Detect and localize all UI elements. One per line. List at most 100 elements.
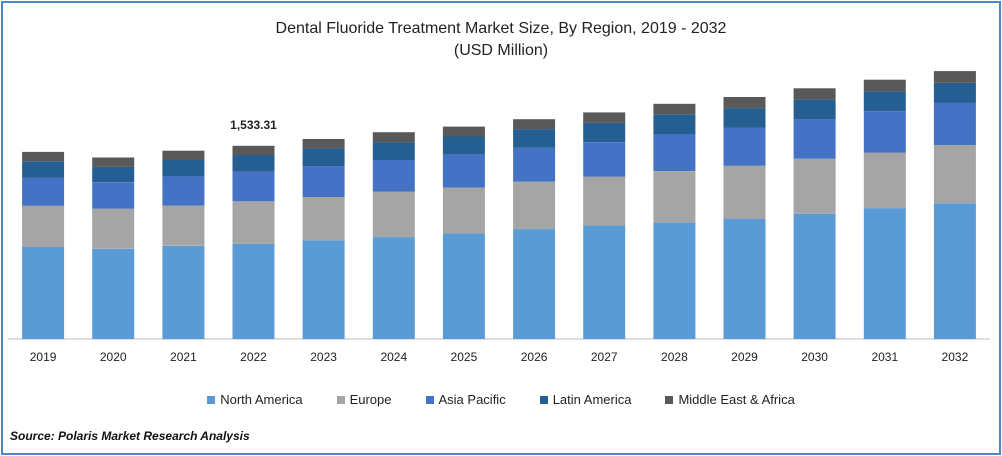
bar-segment-2031-middle-east-africa — [863, 79, 906, 92]
chart-legend: North America Europe Asia Pacific Latin Ame… — [0, 392, 1002, 407]
bar-segment-2021-latin-america — [162, 160, 205, 177]
source-note: Source: Polaris Market Research Analysis — [10, 429, 250, 443]
bar-segment-2028-north-america — [653, 222, 696, 339]
bar-segment-2027-middle-east-africa — [583, 112, 626, 123]
bar-segment-2021-europe — [162, 205, 205, 246]
bar-segment-2031-asia-pacific — [863, 111, 906, 153]
bar-segment-2024-middle-east-africa — [372, 132, 415, 143]
bar-segment-2031-europe — [863, 152, 906, 209]
bar-segment-2030-middle-east-africa — [793, 88, 836, 100]
bar-segment-2022-north-america — [232, 243, 275, 339]
x-tick-label-2032: 2032 — [942, 350, 969, 364]
bar-segment-2019-middle-east-africa — [22, 151, 65, 162]
x-tick-label-2026: 2026 — [521, 350, 548, 364]
legend-swatch — [336, 395, 345, 404]
bar-segment-2027-asia-pacific — [583, 142, 626, 177]
chart-title: Dental Fluoride Treatment Market Size, B… — [275, 20, 727, 37]
legend-swatch — [539, 395, 548, 404]
legend-label: Asia Pacific — [438, 392, 506, 407]
bar-segment-2020-asia-pacific — [92, 182, 135, 209]
bar-segment-2023-middle-east-africa — [302, 139, 345, 149]
x-tick-label-2023: 2023 — [310, 350, 337, 364]
bar-segment-2028-europe — [653, 171, 696, 223]
bar-segment-2019-latin-america — [22, 161, 65, 178]
bar-segment-2022-latin-america — [232, 155, 275, 172]
legend-swatch — [665, 395, 674, 404]
bar-segment-2020-middle-east-africa — [92, 157, 135, 167]
bar-segment-2032-middle-east-africa — [933, 71, 976, 83]
legend-swatch — [425, 395, 434, 404]
bar-segment-2024-europe — [372, 191, 415, 238]
bar-segment-2030-asia-pacific — [793, 119, 836, 159]
x-tick-label-2031: 2031 — [871, 350, 898, 364]
bar-segment-2030-latin-america — [793, 99, 836, 120]
bar-segment-2030-north-america — [793, 213, 836, 339]
bar-segment-2021-middle-east-africa — [162, 150, 205, 160]
bar-segment-2032-latin-america — [933, 82, 976, 103]
bar-segment-2025-latin-america — [442, 136, 485, 155]
bar-segment-2019-asia-pacific — [22, 177, 65, 206]
bar-segment-2026-asia-pacific — [513, 147, 556, 182]
legend-label: North America — [220, 392, 303, 407]
data-label-2022: 1,533.31 — [230, 118, 277, 132]
legend-item-north-america: North America — [207, 392, 303, 407]
legend-swatch — [207, 395, 216, 404]
bar-segment-2028-latin-america — [653, 114, 696, 135]
bar-segment-2025-middle-east-africa — [442, 126, 485, 137]
bar-segment-2021-asia-pacific — [162, 176, 205, 206]
bar-segment-2025-asia-pacific — [442, 154, 485, 188]
x-tick-label-2025: 2025 — [451, 350, 478, 364]
bar-segment-2032-europe — [933, 145, 976, 204]
bar-segment-2029-asia-pacific — [723, 127, 766, 166]
bar-segment-2022-asia-pacific — [232, 171, 275, 202]
bar-segment-2024-latin-america — [372, 142, 415, 160]
x-tick-label-2030: 2030 — [801, 350, 828, 364]
chart-subtitle: (USD Million) — [453, 42, 549, 59]
x-tick-label-2024: 2024 — [380, 350, 407, 364]
legend-label: Latin America — [552, 392, 632, 407]
x-tick-label-2020: 2020 — [100, 350, 127, 364]
bar-segment-2022-middle-east-africa — [232, 145, 275, 156]
bar-segment-2024-north-america — [372, 237, 415, 339]
x-tick-label-2022: 2022 — [240, 350, 267, 364]
legend-item-middle-east-africa: Middle East & Africa — [665, 392, 795, 407]
legend-item-latin-america: Latin America — [539, 392, 632, 407]
bar-segment-2025-europe — [442, 187, 485, 234]
bar-segment-2025-north-america — [442, 233, 485, 339]
bar-segment-2020-latin-america — [92, 166, 135, 183]
x-tick-label-2021: 2021 — [170, 350, 197, 364]
bar-segment-2029-europe — [723, 165, 766, 219]
bar-segment-2027-europe — [583, 176, 626, 226]
bar-segment-2023-north-america — [302, 240, 345, 339]
legend-item-asia-pacific: Asia Pacific — [425, 392, 506, 407]
bar-segment-2027-north-america — [583, 225, 626, 339]
bar-segment-2030-europe — [793, 158, 836, 214]
bar-segment-2031-latin-america — [863, 91, 906, 112]
bar-segment-2021-north-america — [162, 245, 205, 339]
bar-segment-2019-europe — [22, 205, 65, 247]
bar-segment-2029-north-america — [723, 218, 766, 339]
bar-segment-2027-latin-america — [583, 122, 626, 142]
bar-segment-2023-asia-pacific — [302, 166, 345, 197]
legend-item-europe: Europe — [336, 392, 392, 407]
bar-segment-2031-north-america — [863, 208, 906, 339]
bar-segment-2029-latin-america — [723, 108, 766, 128]
x-tick-label-2027: 2027 — [591, 350, 618, 364]
legend-label: Europe — [349, 392, 392, 407]
legend-label: Middle East & Africa — [678, 392, 795, 407]
bar-segment-2026-north-america — [513, 229, 556, 339]
bar-segment-2032-north-america — [933, 203, 976, 339]
bar-segment-2020-europe — [92, 208, 135, 249]
bar-segment-2028-middle-east-africa — [653, 103, 696, 115]
bar-segment-2024-asia-pacific — [372, 160, 415, 192]
bar-segment-2026-latin-america — [513, 129, 556, 148]
bar-segment-2020-north-america — [92, 248, 135, 339]
bar-segment-2026-europe — [513, 181, 556, 230]
bar-segment-2023-europe — [302, 197, 345, 241]
bar-segment-2032-asia-pacific — [933, 102, 976, 146]
bar-segment-2026-middle-east-africa — [513, 119, 556, 130]
bar-segment-2022-europe — [232, 201, 275, 244]
bar-segment-2029-middle-east-africa — [723, 97, 766, 109]
bar-segment-2023-latin-america — [302, 148, 345, 167]
